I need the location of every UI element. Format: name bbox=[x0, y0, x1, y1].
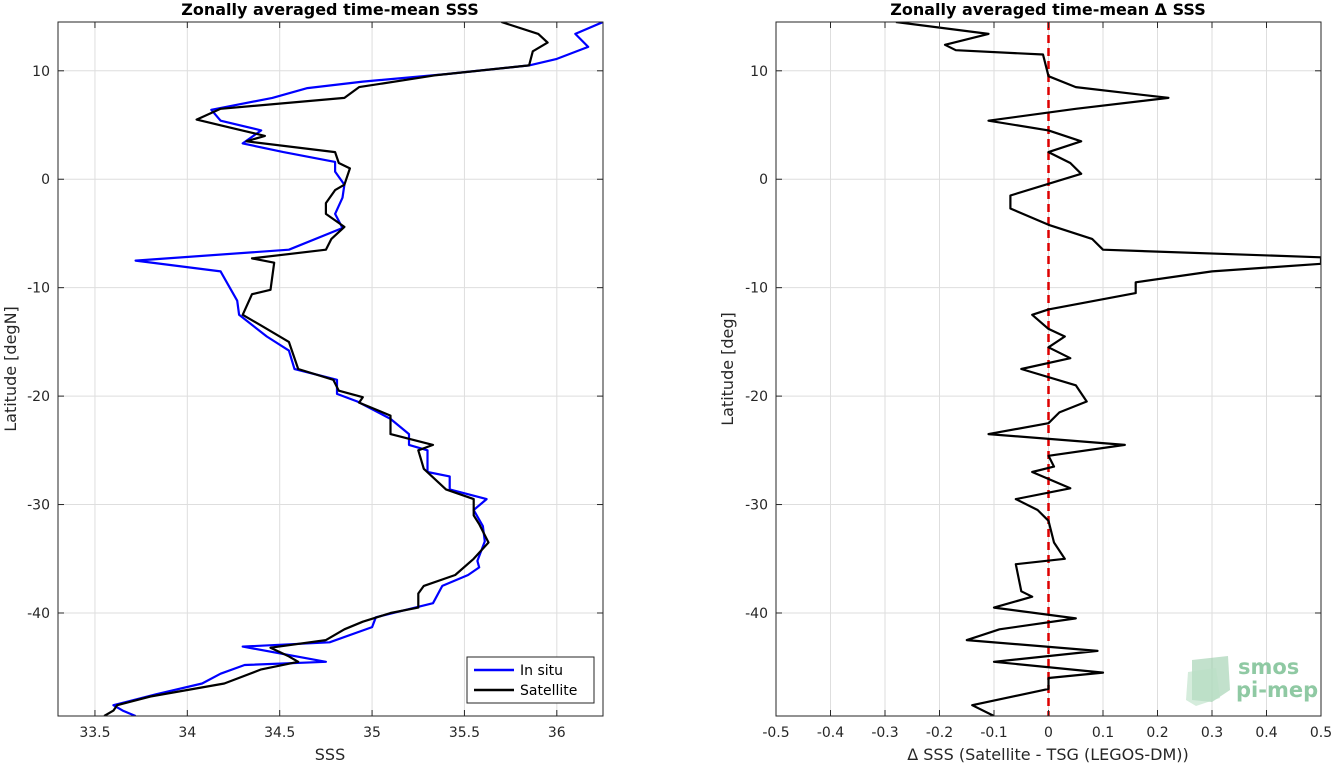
delta-y-tick-label: -20 bbox=[745, 389, 768, 405]
legend-label-satellite: Satellite bbox=[520, 683, 577, 699]
delta-x-tick-label: -0.5 bbox=[762, 725, 789, 741]
delta-series-line-delta bbox=[895, 22, 1321, 716]
logo-text-pi-mep: pi-mep bbox=[1236, 678, 1318, 702]
delta-x-tick-label: -0.4 bbox=[817, 725, 844, 741]
delta-y-tick-label: -40 bbox=[745, 606, 768, 622]
legend-label-in-situ: In situ bbox=[520, 663, 563, 679]
sss-y-axis-label: Latitude [degN] bbox=[1, 306, 20, 432]
sss-y-tick-label: -30 bbox=[27, 498, 50, 514]
smos-pi-mep-logo: smos pi-mep bbox=[1186, 655, 1318, 706]
sss-y-tick-label: 0 bbox=[41, 172, 50, 188]
delta-y-tick-label: 0 bbox=[759, 172, 768, 188]
logo-wave-graphic-inner bbox=[1186, 668, 1220, 706]
delta-x-tick-label: 0.3 bbox=[1201, 725, 1223, 741]
sss-x-tick-label: 36 bbox=[548, 725, 566, 741]
sss-chart-title: Zonally averaged time-mean SSS bbox=[181, 0, 479, 19]
delta-y-tick-label: -30 bbox=[745, 498, 768, 514]
logo-text-smos: smos bbox=[1238, 655, 1299, 679]
delta-x-tick-label: -0.3 bbox=[871, 725, 898, 741]
delta-x-tick-label: 0 bbox=[1044, 725, 1053, 741]
delta-x-tick-label: 0.4 bbox=[1255, 725, 1277, 741]
sss-y-tick-label: -20 bbox=[27, 389, 50, 405]
delta-y-tick-label: 10 bbox=[750, 64, 768, 80]
delta-x-axis-label: Δ SSS (Satellite - TSG (LEGOS-DM)) bbox=[907, 745, 1189, 764]
delta-ticks: -0.5 -0.4 -0.3 -0.2 -0.1 0 0.1 0.2 0.3 0.4 0.5 -40 -… bbox=[745, 22, 1332, 741]
delta-x-tick-label: -0.1 bbox=[980, 725, 1007, 741]
delta-series-group bbox=[895, 22, 1321, 716]
sss-y-tick-label: -10 bbox=[27, 281, 50, 297]
delta-y-axis-label: Latitude [deg] bbox=[718, 312, 737, 426]
sss-x-tick-label: 33.5 bbox=[79, 725, 110, 741]
delta-y-tick-label: -10 bbox=[745, 281, 768, 297]
delta-x-tick-label: 0.5 bbox=[1310, 725, 1332, 741]
sss-x-tick-label: 34 bbox=[178, 725, 196, 741]
legend: In situ Satellite bbox=[466, 656, 595, 704]
delta-sss-panel: -0.5 -0.4 -0.3 -0.2 -0.1 0 0.1 0.2 0.3 0.4 0.5 -40 -… bbox=[718, 0, 1332, 764]
sss-y-tick-label: -40 bbox=[27, 606, 50, 622]
delta-chart-title: Zonally averaged time-mean Δ SSS bbox=[890, 0, 1206, 19]
sss-ticks: 33.5 34 34.5 35 35.5 36 -40 -30 -20 -10 0 10 bbox=[27, 22, 603, 741]
sss-series-group bbox=[103, 22, 603, 716]
delta-x-tick-label: 0.1 bbox=[1092, 725, 1114, 741]
sss-x-tick-label: 34.5 bbox=[264, 725, 295, 741]
sss-series-line-satellite bbox=[103, 22, 549, 716]
sss-x-axis-label: SSS bbox=[315, 745, 345, 764]
sss-axes-box bbox=[57, 21, 604, 717]
sss-grid bbox=[58, 22, 603, 716]
sss-plot-area bbox=[58, 22, 603, 716]
sss-y-tick-label: 10 bbox=[32, 64, 50, 80]
delta-x-tick-label: 0.2 bbox=[1146, 725, 1168, 741]
sss-x-tick-label: 35.5 bbox=[449, 725, 480, 741]
delta-x-tick-label: -0.2 bbox=[926, 725, 953, 741]
legend-box bbox=[466, 656, 595, 704]
sss-panel: 33.5 34 34.5 35 35.5 36 -40 -30 -20 -10 0 10 Zonall… bbox=[1, 0, 604, 764]
sss-x-tick-label: 35 bbox=[363, 725, 381, 741]
